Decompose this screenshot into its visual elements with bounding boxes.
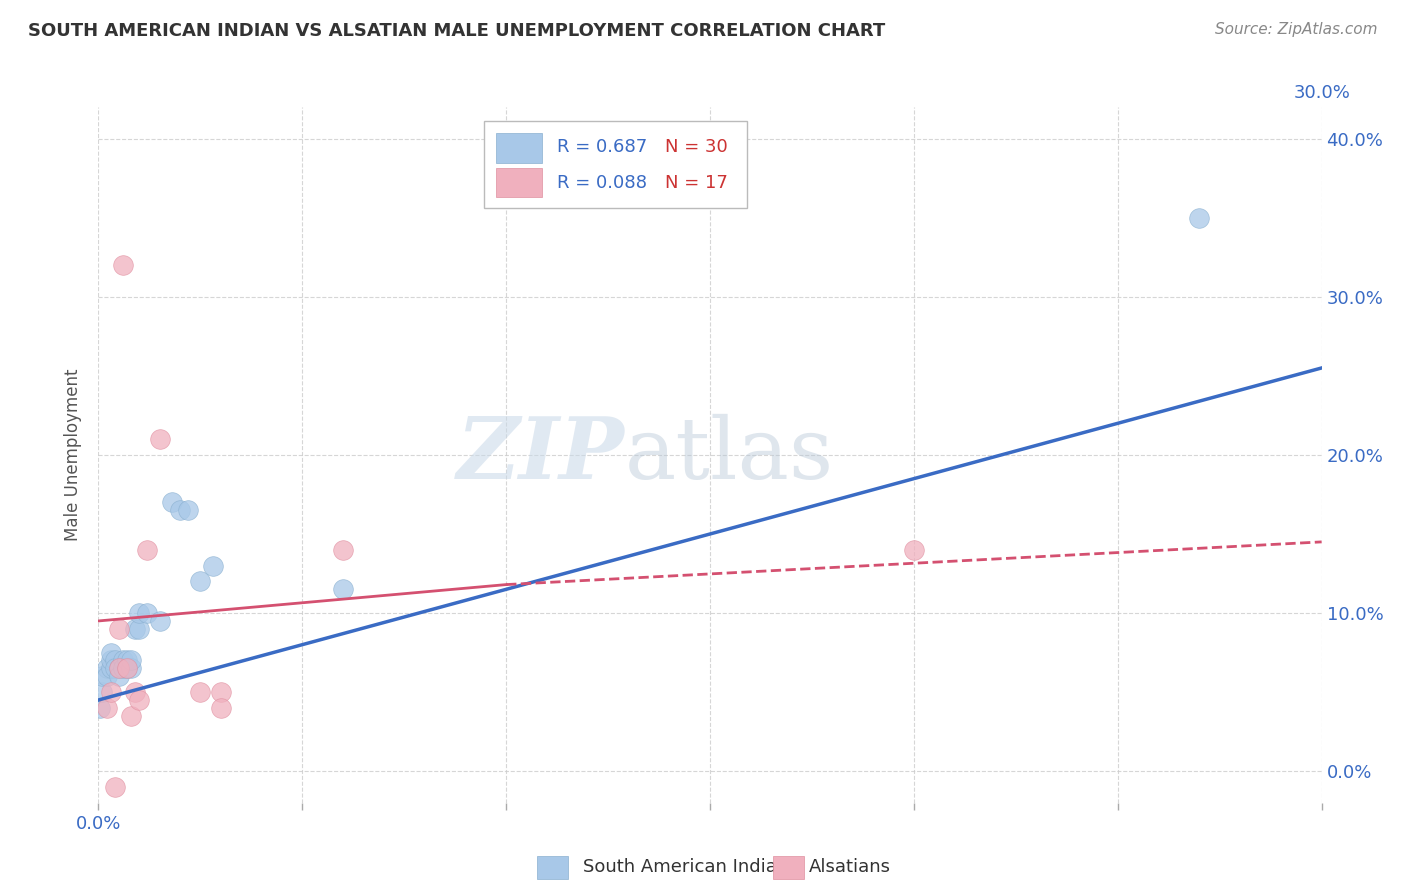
Point: [91, 669, 114, 683]
Point: [120, 653, 142, 667]
Point: [100, 661, 122, 675]
Point: [111, 661, 134, 675]
Point: [108, 661, 131, 675]
Point: [128, 693, 150, 707]
Point: [115, 661, 138, 675]
Text: N = 30: N = 30: [665, 138, 727, 156]
Point: [91, 685, 114, 699]
Point: [128, 622, 150, 636]
Point: [108, 622, 131, 636]
Point: [104, 661, 127, 675]
Point: [124, 622, 146, 636]
Point: [100, 653, 122, 667]
Text: R = 0.687: R = 0.687: [557, 138, 647, 156]
Text: Source: ZipAtlas.com: Source: ZipAtlas.com: [1215, 22, 1378, 37]
Y-axis label: Male Unemployment: Male Unemployment: [65, 368, 83, 541]
Point: [120, 708, 142, 723]
Point: [149, 432, 172, 446]
Point: [108, 661, 131, 675]
Point: [115, 653, 138, 667]
Point: [108, 669, 131, 683]
Text: ZIP: ZIP: [457, 413, 624, 497]
Point: [188, 685, 212, 699]
Text: atlas: atlas: [624, 413, 834, 497]
Point: [160, 495, 183, 509]
Point: [332, 542, 354, 557]
Point: [111, 653, 134, 667]
FancyBboxPatch shape: [484, 121, 747, 208]
Point: [903, 542, 925, 557]
Point: [188, 574, 212, 589]
Point: [177, 503, 200, 517]
Point: [169, 503, 191, 517]
Point: [100, 685, 122, 699]
Point: [104, 780, 127, 794]
FancyBboxPatch shape: [496, 169, 543, 197]
Point: [96, 669, 118, 683]
Text: SOUTH AMERICAN INDIAN VS ALSATIAN MALE UNEMPLOYMENT CORRELATION CHART: SOUTH AMERICAN INDIAN VS ALSATIAN MALE U…: [28, 22, 886, 40]
Text: N = 17: N = 17: [665, 174, 728, 192]
Point: [124, 685, 146, 699]
Point: [89, 701, 111, 715]
Point: [100, 646, 122, 660]
Point: [96, 661, 118, 675]
Point: [201, 558, 224, 573]
Point: [104, 653, 127, 667]
Point: [149, 614, 172, 628]
FancyBboxPatch shape: [496, 134, 543, 162]
Point: [136, 542, 159, 557]
Point: [1188, 211, 1211, 225]
Point: [136, 606, 159, 620]
Point: [111, 258, 134, 272]
Point: [120, 661, 142, 675]
Text: South American Indians: South American Indians: [583, 858, 799, 876]
Text: Alsatians: Alsatians: [808, 858, 890, 876]
Point: [115, 661, 138, 675]
Point: [209, 701, 232, 715]
Point: [128, 606, 150, 620]
Point: [96, 701, 118, 715]
Text: R = 0.088: R = 0.088: [557, 174, 647, 192]
Point: [209, 685, 232, 699]
Point: [332, 582, 354, 597]
